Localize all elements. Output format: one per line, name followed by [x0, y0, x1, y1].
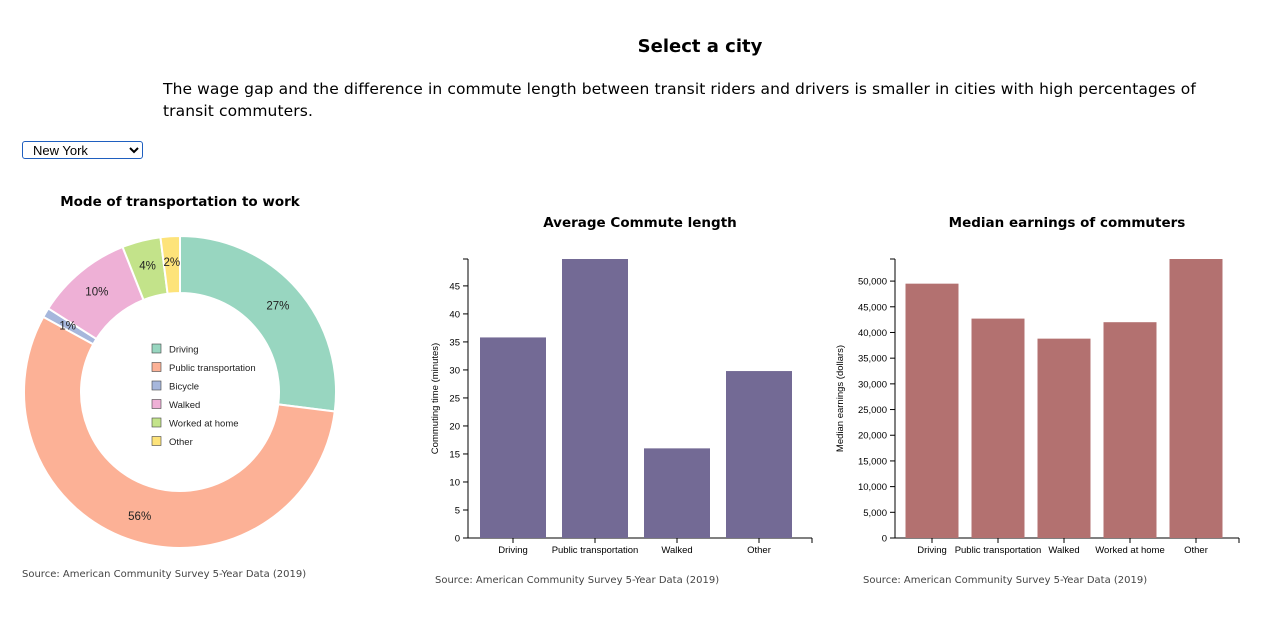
- donut-chart: Mode of transportation to work 27% 56% 1% 1…: [23, 194, 337, 549]
- bar-public-transportation: [562, 259, 628, 538]
- donut-legend: Driving Public transportation Bicycle Walke…: [151, 343, 256, 448]
- bar-public-transportation: [971, 318, 1025, 538]
- bar-other: [1169, 259, 1223, 538]
- legend-swatch: [151, 399, 162, 409]
- bar-walked: [1037, 338, 1091, 538]
- x-tick-label: Other: [747, 545, 771, 556]
- y-axis-label: Commuting time (minutes): [430, 343, 441, 454]
- donut-label: 4%: [139, 261, 156, 273]
- earnings-chart: Median earnings of commuters 0 5,000 10,00…: [835, 215, 1240, 556]
- y-tick-label: 45: [449, 281, 460, 292]
- city-select[interactable]: New York: [22, 141, 143, 159]
- bar-worked-at-home: [1103, 322, 1157, 538]
- legend-label: Worked at home: [169, 419, 239, 430]
- y-tick-label: 0: [455, 534, 460, 545]
- x-tick-label: Worked at home: [1095, 545, 1165, 556]
- legend-swatch: [151, 380, 162, 391]
- y-tick-label: 20: [449, 421, 460, 432]
- donut-slice-public-transportation: [23, 315, 336, 549]
- donut-labels: 27% 56% 1% 10% 4% 2%: [59, 257, 289, 523]
- x-tick-label: Walked: [1048, 545, 1079, 556]
- y-tick-label: 5,000: [863, 508, 887, 519]
- y-tick-label: 50,000: [858, 277, 887, 288]
- y-tick-label: 0: [882, 534, 887, 545]
- x-tick-label: Driving: [498, 545, 528, 556]
- commute-chart: Average Commute length 0 5 10 15 20 25 30 35 40 4…: [430, 215, 813, 556]
- y-tick-label: 25,000: [858, 405, 887, 416]
- source-note-mode: Source: American Community Survey 5-Year…: [22, 569, 307, 580]
- legend-label: Other: [169, 437, 193, 448]
- donut-label: 27%: [266, 301, 289, 313]
- x-tick-label: Walked: [661, 545, 692, 556]
- x-tick-label: Public transportation: [552, 545, 639, 556]
- commute-plot: 0 5 10 15 20 25 30 35 40 45 Driving Public transpor…: [430, 258, 813, 556]
- y-tick-label: 40,000: [858, 328, 887, 339]
- source-note-earnings: Source: American Community Survey 5-Year…: [863, 575, 1148, 586]
- x-tick-label: Other: [1184, 545, 1208, 556]
- bar-other: [726, 371, 792, 538]
- y-axis-label: Median earnings (dollars): [835, 345, 846, 452]
- donut-label: 10%: [85, 286, 108, 298]
- y-tick-label: 20,000: [858, 431, 887, 442]
- donut-slices: [23, 234, 337, 549]
- y-tick-label: 35,000: [858, 354, 887, 365]
- legend-label: Public transportation: [169, 363, 256, 374]
- y-tick-label: 25: [449, 393, 460, 404]
- source-note-commute: Source: American Community Survey 5-Year…: [435, 575, 720, 586]
- y-tick-label: 30: [449, 365, 460, 376]
- commute-title: Average Commute length: [543, 215, 737, 231]
- intro-text: The wage gap and the difference in commu…: [163, 80, 1196, 120]
- bar-driving: [905, 283, 959, 538]
- bar-driving: [480, 337, 546, 538]
- y-tick-label: 10: [449, 477, 460, 488]
- donut-label: 1%: [59, 321, 76, 333]
- earnings-plot: 0 5,000 10,000 15,000 20,000 25,000 30,000 35,0…: [835, 258, 1240, 556]
- y-tick-label: 15,000: [858, 456, 887, 467]
- legend-label: Bicycle: [169, 382, 199, 393]
- legend-swatch: [151, 362, 162, 372]
- legend-label: Driving: [169, 345, 199, 356]
- legend-swatch: [151, 436, 162, 446]
- y-tick-label: 5: [455, 505, 460, 516]
- donut-slice-driving: [179, 234, 337, 413]
- earnings-title: Median earnings of commuters: [949, 215, 1186, 231]
- donut-title: Mode of transportation to work: [60, 194, 301, 210]
- page-title: Select a city: [637, 36, 763, 57]
- legend-label: Walked: [169, 400, 200, 411]
- legend-swatch: [151, 343, 162, 354]
- y-tick-label: 40: [449, 309, 460, 320]
- donut-label: 56%: [128, 511, 151, 523]
- y-tick-label: 30,000: [858, 379, 887, 390]
- y-tick-label: 35: [449, 337, 460, 348]
- x-tick-label: Driving: [917, 545, 947, 556]
- donut-slice-other: [159, 234, 181, 295]
- y-tick-label: 45,000: [858, 302, 887, 313]
- y-tick-label: 15: [449, 449, 460, 460]
- y-tick-label: 10,000: [858, 482, 887, 493]
- donut-label: 2%: [163, 257, 180, 269]
- legend-swatch: [151, 417, 162, 428]
- x-tick-label: Public transportation: [955, 545, 1042, 556]
- bar-walked: [644, 448, 710, 538]
